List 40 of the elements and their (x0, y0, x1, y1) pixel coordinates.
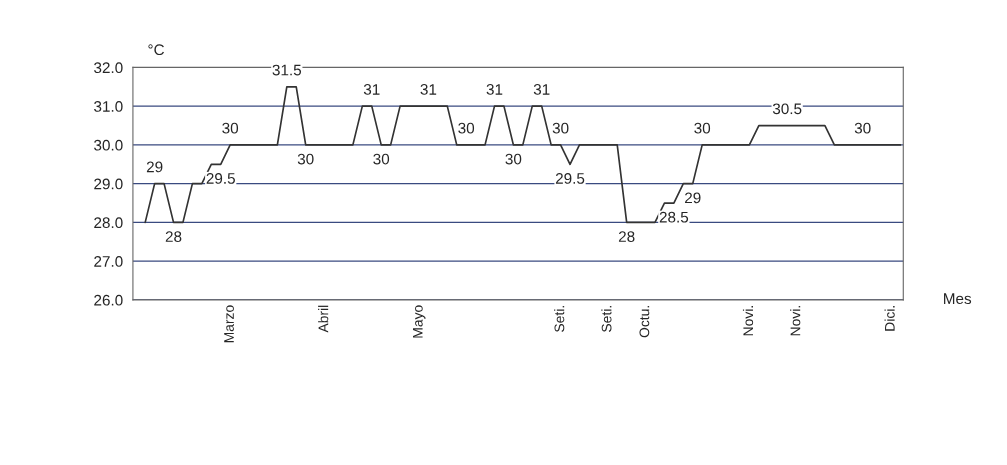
data-label: 31 (533, 84, 550, 95)
x-tick-label: Dici. (884, 306, 895, 331)
data-label: 31 (486, 84, 503, 95)
y-tick-label: 28.0 (94, 217, 123, 229)
y-tick-label: 27.0 (94, 256, 123, 267)
data-label: 30 (297, 153, 314, 165)
data-label: 30 (373, 153, 390, 165)
x-tick-label: Octu. (639, 306, 650, 338)
data-label: 29.5 (555, 173, 585, 184)
data-label: 28.5 (659, 211, 689, 223)
data-label: 29.5 (206, 173, 235, 184)
x-tick-label: Mayo (413, 305, 426, 338)
x-tick-label: Abril (318, 305, 329, 333)
x-axis-title: Mes (944, 293, 972, 305)
data-label: 30 (854, 122, 871, 134)
y-tick-label: 26.0 (94, 294, 123, 306)
line-series (144, 85, 902, 224)
y-axis-title: °C (148, 44, 165, 56)
x-tick-label: Seti. (554, 306, 565, 332)
x-tick-label: Novi. (742, 306, 754, 336)
data-label: 28 (618, 231, 635, 242)
x-tick-label: Marzo (224, 305, 234, 343)
data-label: 28 (165, 231, 182, 242)
data-label: 29 (146, 161, 163, 173)
y-tick-label: 32.0 (94, 62, 123, 74)
x-tick-label: Seti. (601, 306, 612, 332)
data-label: 30 (694, 122, 711, 134)
data-label: 30 (505, 153, 522, 165)
data-label: 31 (363, 84, 380, 95)
data-label: 30.5 (772, 103, 802, 115)
y-tick-label: 31.0 (94, 101, 123, 112)
y-tick-label: 29.0 (94, 178, 123, 190)
data-label: 29 (685, 192, 701, 204)
y-tick-label: 30.0 (94, 139, 123, 151)
data-label: 30 (458, 122, 475, 134)
data-label: 31.5 (272, 64, 302, 76)
data-label: 31 (420, 84, 437, 95)
data-label: 30 (552, 122, 569, 134)
data-label: 30 (222, 122, 239, 134)
x-tick-label: Novi. (790, 306, 801, 336)
